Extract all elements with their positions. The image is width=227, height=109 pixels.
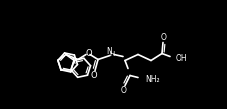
Text: O: O [91,71,97,80]
Text: N: N [106,47,112,56]
Text: NH₂: NH₂ [145,75,160,84]
Text: O: O [161,33,167,42]
Text: O: O [121,86,127,95]
Text: O: O [86,49,92,58]
Text: H: H [109,50,115,56]
Text: OH: OH [176,54,188,63]
